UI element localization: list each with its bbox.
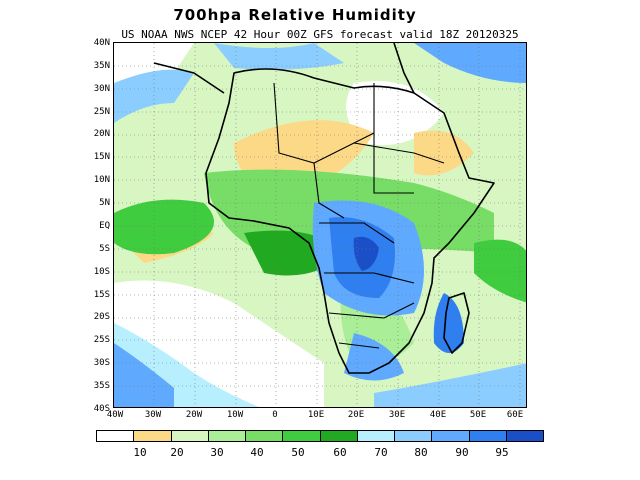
lat-label: 40S	[93, 404, 110, 414]
colorbar-swatch	[357, 431, 395, 441]
map-subtitle: US NOAA NWS NCEP 42 Hour 00Z GFS forecas…	[121, 28, 519, 41]
lat-label: 20N	[93, 129, 110, 139]
colorbar-swatch	[283, 431, 321, 441]
colorbar-label: 70	[374, 446, 388, 459]
colorbar-swatch	[246, 431, 284, 441]
lat-label: 40N	[93, 38, 110, 48]
humidity-map	[114, 43, 526, 407]
lon-label: 20W	[185, 410, 203, 420]
colorbar-swatch	[208, 431, 246, 441]
colorbar-label: 40	[250, 446, 264, 459]
coastlines	[153, 43, 495, 374]
colorbar-swatch	[134, 431, 172, 441]
colorbar-label: 20	[170, 446, 184, 459]
country-borders	[273, 82, 445, 349]
colorbar-swatch	[320, 431, 358, 441]
colorbar-label: 90	[455, 446, 469, 459]
colorbar-label: 60	[333, 446, 347, 459]
lat-label: 15N	[93, 152, 110, 162]
color-scale-bar	[96, 430, 544, 442]
lat-label: 30S	[93, 358, 110, 368]
colorbar-label: 80	[414, 446, 428, 459]
humidity-field	[114, 43, 526, 407]
lon-label: 40E	[429, 410, 447, 420]
lat-label: EQ	[99, 221, 110, 231]
colorbar-label: 10	[133, 446, 147, 459]
lat-label: 5S	[99, 244, 110, 254]
lon-label: 50E	[469, 410, 487, 420]
lon-label: 0	[272, 410, 278, 420]
lon-label: 10E	[307, 410, 325, 420]
lat-label: 35N	[93, 61, 110, 71]
colorbar-swatch	[97, 431, 135, 441]
lat-label: 10S	[93, 267, 110, 277]
lon-label: 10W	[226, 410, 244, 420]
colorbar-swatch	[395, 431, 433, 441]
lat-label: 30N	[93, 84, 110, 94]
lat-label: 20S	[93, 312, 110, 322]
lon-label: 40W	[106, 410, 124, 420]
lon-label: 20E	[347, 410, 365, 420]
colorbar-swatch	[506, 431, 543, 441]
map-panel	[113, 42, 527, 408]
colorbar-swatch	[432, 431, 470, 441]
colorbar-label: 30	[210, 446, 224, 459]
lat-label: 5N	[99, 198, 110, 208]
lon-label: 30W	[144, 410, 162, 420]
colorbar-label: 95	[495, 446, 509, 459]
lon-label: 60E	[506, 410, 524, 420]
map-title: 700hpa Relative Humidity	[173, 6, 417, 24]
lat-label: 15S	[93, 290, 110, 300]
lat-label: 25S	[93, 335, 110, 345]
colorbar-label: 50	[291, 446, 305, 459]
lat-label: 25N	[93, 107, 110, 117]
lat-label: 10N	[93, 175, 110, 185]
lat-label: 35S	[93, 381, 110, 391]
lon-label: 30E	[388, 410, 406, 420]
colorbar-swatch	[171, 431, 209, 441]
colorbar-swatch	[469, 431, 507, 441]
